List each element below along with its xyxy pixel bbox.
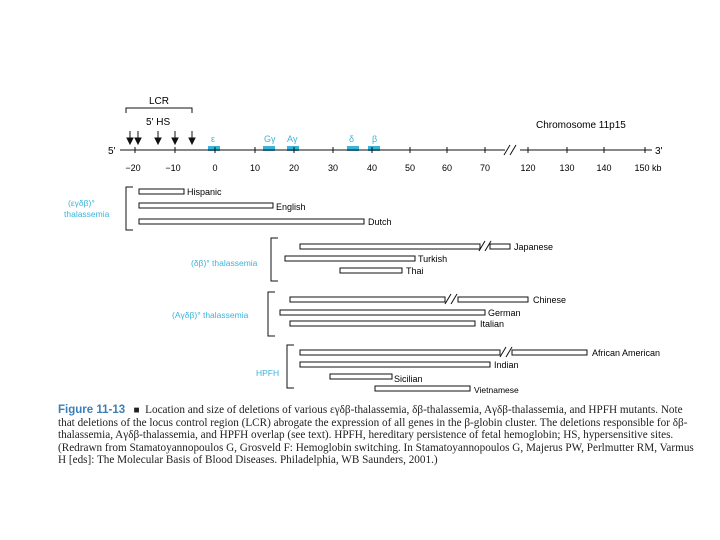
deletion-label: Sicilian xyxy=(394,374,423,384)
deletion-bar xyxy=(489,243,511,250)
tick-label: 30 xyxy=(328,163,338,173)
deletion-bar xyxy=(289,320,476,327)
deletion-bar xyxy=(457,296,529,303)
deletion-group-hpfh: HPFH African American Indian Sicilian Vi… xyxy=(256,344,660,395)
deletion-bar xyxy=(289,296,446,303)
tick-label: 140 xyxy=(596,163,611,173)
deletion-bar xyxy=(138,202,274,209)
deletion-group-agdb: (Aγδβ)° thalassemia Chinese German Itali… xyxy=(172,291,566,337)
deletion-label: English xyxy=(276,202,306,212)
group-label: (εγδβ)° xyxy=(68,198,95,208)
gene-delta-label: δ xyxy=(349,134,354,144)
tick-label: 60 xyxy=(442,163,452,173)
figure-label: Figure 11-13 xyxy=(58,404,126,416)
gene-a-gamma-box xyxy=(287,146,299,151)
tick-label: 10 xyxy=(250,163,260,173)
gene-epsilon-box xyxy=(208,146,220,151)
deletion-label: Dutch xyxy=(368,217,392,227)
axis-tick-labels: −20 −10 0 10 20 30 40 50 60 70 120 130 1… xyxy=(125,163,661,173)
deletion-label: Japanese xyxy=(514,242,553,252)
deletion-bar xyxy=(279,309,486,316)
axis-ticks xyxy=(134,147,646,153)
deletion-label: Indian xyxy=(494,360,519,370)
hypersensitive-site-arrows xyxy=(126,131,196,146)
gene-boxes xyxy=(208,146,380,151)
deletion-map-figure: LCR 5' HS ε Gγ Aγ δ β Chromosome 11p15 5… xyxy=(64,96,663,395)
deletion-bar xyxy=(138,188,185,195)
gene-beta-label: β xyxy=(372,134,377,144)
gene-epsilon-label: ε xyxy=(211,134,215,144)
tick-label: −10 xyxy=(165,163,180,173)
tick-label: 50 xyxy=(405,163,415,173)
tick-label: 120 xyxy=(520,163,535,173)
gene-g-gamma-box xyxy=(263,146,275,151)
deletion-label: Italian xyxy=(480,319,504,329)
five-prime-label: 5' xyxy=(108,146,116,157)
deletion-label: Thai xyxy=(406,266,424,276)
deletion-label: African American xyxy=(592,348,660,358)
lcr-region: LCR 5' HS xyxy=(125,96,196,146)
tick-label: 70 xyxy=(480,163,490,173)
deletion-bar xyxy=(511,349,588,356)
figure-caption: Figure 11-13 ■ Location and size of dele… xyxy=(58,404,694,466)
caption-marker: ■ xyxy=(133,405,140,416)
chromosome-label: Chromosome 11p15 xyxy=(536,120,626,131)
tick-label: −20 xyxy=(125,163,140,173)
deletion-bar xyxy=(339,267,403,274)
deletion-bar xyxy=(138,218,365,225)
deletion-label: German xyxy=(488,308,521,318)
deletion-label: Vietnamese xyxy=(474,385,519,395)
tick-label: 130 xyxy=(559,163,574,173)
lcr-label: LCR xyxy=(149,96,169,107)
group-label: (Aγδβ)° thalassemia xyxy=(172,310,249,320)
gene-beta-box xyxy=(368,146,380,151)
deletion-bar xyxy=(374,385,471,392)
deletion-bar xyxy=(284,255,416,262)
chromosome-axis: 5' 3' −20 −10 0 10 20 30 40 50 60 70 120 xyxy=(108,144,663,173)
deletion-label: Chinese xyxy=(533,295,566,305)
deletion-bar xyxy=(299,349,501,356)
deletion-bar xyxy=(299,361,491,368)
deletion-bar xyxy=(299,243,481,250)
tick-label: 0 xyxy=(212,163,217,173)
gene-delta-box xyxy=(347,146,359,151)
three-prime-label: 3' xyxy=(655,146,663,157)
tick-label: 150 kb xyxy=(634,163,661,173)
gene-a-gamma-label: Aγ xyxy=(287,134,298,144)
caption-text: Location and size of deletions of variou… xyxy=(58,404,694,466)
gene-g-gamma-label: Gγ xyxy=(264,134,276,144)
deletion-group-egdb: (εγδβ)° thalassemia Hispanic English Dut… xyxy=(64,186,392,231)
deletion-bar xyxy=(329,373,393,380)
tick-label: 20 xyxy=(289,163,299,173)
group-label: HPFH xyxy=(256,368,279,378)
tick-label: 40 xyxy=(367,163,377,173)
gene-labels: ε Gγ Aγ δ β xyxy=(211,134,377,144)
deletion-label: Hispanic xyxy=(187,187,222,197)
hs-label: 5' HS xyxy=(146,117,170,128)
group-label: (δβ)° thalassemia xyxy=(191,258,258,268)
deletion-group-db: (δβ)° thalassemia Japanese Turkish Thai xyxy=(191,237,553,282)
deletion-label: Turkish xyxy=(418,254,447,264)
group-label: thalassemia xyxy=(64,209,110,219)
